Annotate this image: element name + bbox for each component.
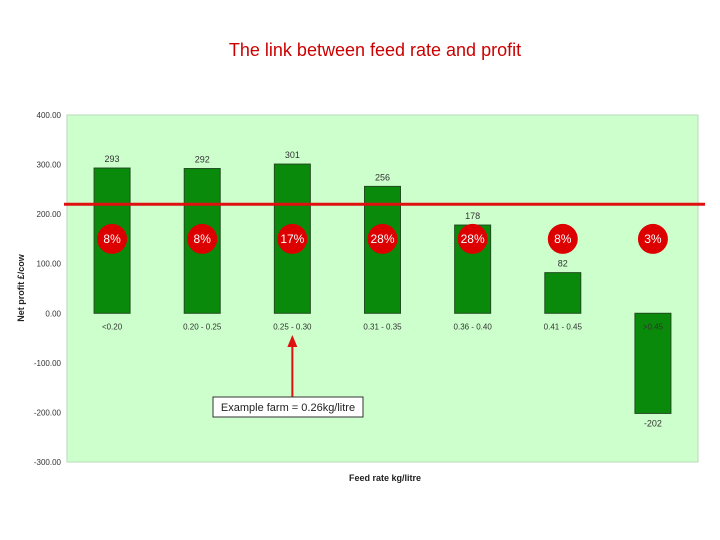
bar-value-label: 178 bbox=[465, 211, 480, 221]
share-badge-circle bbox=[277, 223, 308, 254]
y-tick-label: -100.00 bbox=[34, 359, 62, 368]
bar bbox=[544, 272, 582, 314]
share-badge-circle bbox=[547, 223, 578, 254]
annotation-text: Example farm = 0.26kg/litre bbox=[221, 402, 355, 414]
annotation-arrowhead bbox=[287, 335, 298, 347]
bar bbox=[634, 312, 672, 414]
share-badge-circle bbox=[97, 223, 128, 254]
y-tick-label: 400.00 bbox=[37, 111, 62, 120]
share-badges: 8% 8% 17% 28% 28% 8% 3% bbox=[97, 223, 668, 254]
category-label: >0.45 bbox=[643, 322, 664, 331]
share-badge-circle bbox=[367, 223, 398, 254]
share-badge-circle bbox=[637, 223, 668, 254]
category-labels: <0.20 0.20 - 0.25 0.25 - 0.30 0.31 - 0.35 0.… bbox=[102, 322, 664, 331]
share-badge-label: 28% bbox=[461, 232, 485, 246]
category-label: <0.20 bbox=[102, 322, 123, 331]
category-label: 0.41 - 0.45 bbox=[544, 322, 583, 331]
y-tick-label: -200.00 bbox=[34, 408, 62, 417]
category-label: 0.20 - 0.25 bbox=[183, 322, 222, 331]
bar-value-label: 256 bbox=[375, 172, 390, 182]
bar-value-label: 82 bbox=[558, 259, 568, 269]
share-badge-label: 8% bbox=[103, 232, 121, 246]
share-badge-circle bbox=[457, 223, 488, 254]
category-label: 0.36 - 0.40 bbox=[454, 322, 493, 331]
slide-title: The link between feed rate and profit bbox=[228, 40, 522, 60]
category-label: 0.25 - 0.30 bbox=[273, 322, 312, 331]
share-badge-label: 3% bbox=[644, 232, 662, 246]
y-tick-label: 200.00 bbox=[37, 210, 62, 219]
share-badge-label: 8% bbox=[194, 232, 212, 246]
y-axis: 400.00 300.00 200.00 100.00 0.00 -100.00 -200.… bbox=[34, 111, 62, 467]
value-labels: 293 292 301 256 178 82 -202 bbox=[105, 150, 662, 428]
y-axis-label: Net profit £/cow bbox=[16, 253, 26, 322]
bar-value-label: -202 bbox=[644, 418, 662, 428]
annotation-box bbox=[212, 396, 364, 418]
share-badge-circle bbox=[187, 223, 218, 254]
y-tick-label: 0.00 bbox=[45, 309, 61, 318]
bar-value-label: 293 bbox=[105, 154, 120, 164]
bar-value-label: 292 bbox=[195, 155, 210, 165]
bar-value-label: 301 bbox=[285, 150, 300, 160]
y-tick-label: 300.00 bbox=[37, 161, 62, 170]
share-badge-label: 8% bbox=[554, 232, 572, 246]
y-tick-label: -300.00 bbox=[34, 458, 62, 467]
x-axis-label: Feed rate kg/litre bbox=[349, 473, 421, 483]
category-label: 0.31 - 0.35 bbox=[363, 322, 402, 331]
share-badge-label: 17% bbox=[280, 232, 304, 246]
y-tick-label: 100.00 bbox=[37, 260, 62, 269]
example-farm-annotation: Example farm = 0.26kg/litre bbox=[212, 335, 364, 418]
share-badge-label: 28% bbox=[370, 232, 394, 246]
